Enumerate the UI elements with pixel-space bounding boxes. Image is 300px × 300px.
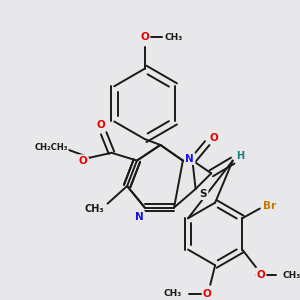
Text: O: O: [203, 289, 212, 298]
Text: Br: Br: [263, 201, 276, 211]
Text: N: N: [185, 154, 194, 164]
Text: CH₃: CH₃: [165, 33, 183, 42]
Text: O: O: [79, 156, 88, 166]
Text: H: H: [236, 151, 244, 161]
Text: CH₃: CH₃: [164, 289, 182, 298]
Text: CH₃: CH₃: [84, 203, 104, 214]
Text: N: N: [136, 212, 144, 222]
Text: O: O: [96, 120, 105, 130]
Text: S: S: [200, 189, 207, 199]
Text: O: O: [210, 133, 218, 143]
Text: CH₃: CH₃: [282, 271, 300, 280]
Text: O: O: [140, 32, 149, 42]
Text: CH₂CH₃: CH₂CH₃: [34, 143, 68, 152]
Text: O: O: [256, 270, 265, 280]
